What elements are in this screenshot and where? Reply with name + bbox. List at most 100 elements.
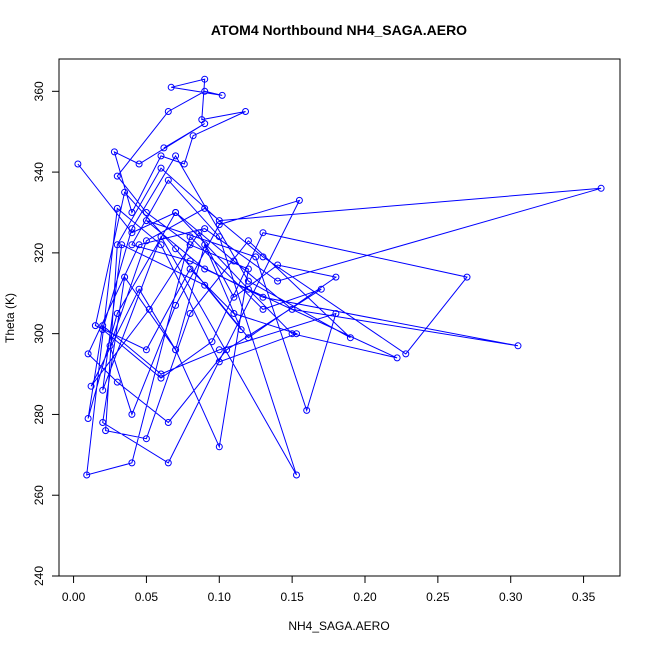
data-point <box>142 217 150 225</box>
data-point <box>244 237 252 245</box>
data-point <box>128 410 136 418</box>
data-point <box>215 217 223 225</box>
data-point <box>128 225 136 233</box>
data-point <box>128 241 136 249</box>
data-point <box>164 459 172 467</box>
data-point <box>157 164 165 172</box>
data-point <box>223 346 231 354</box>
data-point <box>110 148 118 156</box>
data-point <box>99 326 107 334</box>
data-point <box>74 160 82 168</box>
data-point <box>242 108 249 115</box>
data-point <box>201 204 209 212</box>
data-point <box>195 229 203 237</box>
data-point <box>288 305 296 313</box>
data-point <box>215 443 223 451</box>
data-point <box>332 310 340 317</box>
y-tick-label: 340 <box>32 162 46 182</box>
data-point <box>160 144 168 152</box>
data-point <box>295 196 303 204</box>
data-point <box>157 370 165 378</box>
data-point <box>201 225 209 233</box>
data-point <box>99 322 107 330</box>
data-point <box>201 265 209 273</box>
data-point <box>157 241 165 249</box>
data-point <box>186 233 194 241</box>
data-point <box>244 277 252 285</box>
y-tick-label: 240 <box>32 566 46 586</box>
data-point <box>186 257 194 265</box>
data-point <box>332 273 340 281</box>
data-point <box>346 334 354 342</box>
data-point <box>201 120 209 128</box>
data-point <box>91 322 99 330</box>
data-point <box>113 204 121 212</box>
data-point <box>142 435 150 443</box>
y-tick-label: 320 <box>32 243 46 263</box>
series-points <box>74 75 605 479</box>
data-point <box>157 374 165 382</box>
data-point <box>84 350 92 358</box>
y-axis-label: Theta (K) <box>3 293 17 343</box>
data-point <box>189 132 197 140</box>
data-point <box>157 233 165 241</box>
data-point <box>172 245 180 253</box>
data-point <box>118 241 126 249</box>
x-tick-label: 0.20 <box>353 590 377 604</box>
data-point <box>164 176 172 184</box>
data-point <box>113 378 121 386</box>
x-tick-label: 0.05 <box>135 590 159 604</box>
data-point <box>274 277 282 285</box>
data-point <box>201 75 209 83</box>
y-tick-label: 360 <box>32 81 46 101</box>
data-point <box>244 334 252 342</box>
data-point <box>145 305 153 313</box>
y-tick-label: 280 <box>32 404 46 424</box>
data-point <box>293 330 300 338</box>
y-axis: 240 260 280 300 320 340 360 <box>32 81 59 586</box>
data-point <box>102 427 110 435</box>
data-point <box>128 229 136 237</box>
data-point <box>180 160 188 168</box>
data-point <box>157 152 165 160</box>
data-point <box>244 285 252 293</box>
data-point <box>186 310 194 317</box>
y-tick-label: 260 <box>32 485 46 505</box>
data-point <box>244 265 252 273</box>
data-point <box>215 358 223 366</box>
data-point <box>463 273 471 281</box>
data-point <box>164 108 172 115</box>
data-point <box>142 346 150 354</box>
data-point <box>597 184 605 192</box>
data-point <box>113 310 121 317</box>
data-point <box>303 406 311 414</box>
x-tick-label: 0.30 <box>499 590 523 604</box>
data-point <box>142 237 150 245</box>
data-point <box>113 241 121 249</box>
data-point <box>230 310 238 317</box>
data-point <box>215 221 223 229</box>
x-tick-label: 0.35 <box>572 590 596 604</box>
data-point <box>172 301 180 309</box>
data-point <box>393 354 401 362</box>
series-lines <box>77 78 602 476</box>
data-point <box>215 346 223 354</box>
data-point <box>259 293 267 301</box>
data-point <box>259 253 267 261</box>
data-point <box>293 471 300 479</box>
data-point <box>113 172 121 180</box>
data-point <box>514 342 522 350</box>
data-point <box>142 209 150 216</box>
data-point <box>167 83 175 91</box>
plot-frame <box>58 58 621 577</box>
data-point <box>218 91 226 99</box>
data-point <box>172 209 180 216</box>
data-point <box>84 415 92 422</box>
data-point <box>317 285 325 293</box>
data-point <box>186 241 194 249</box>
chart-title: ATOM4 Northbound NH4_SAGA.AERO <box>211 22 467 38</box>
data-point <box>172 152 180 160</box>
data-point <box>135 241 143 249</box>
data-point <box>128 209 136 216</box>
